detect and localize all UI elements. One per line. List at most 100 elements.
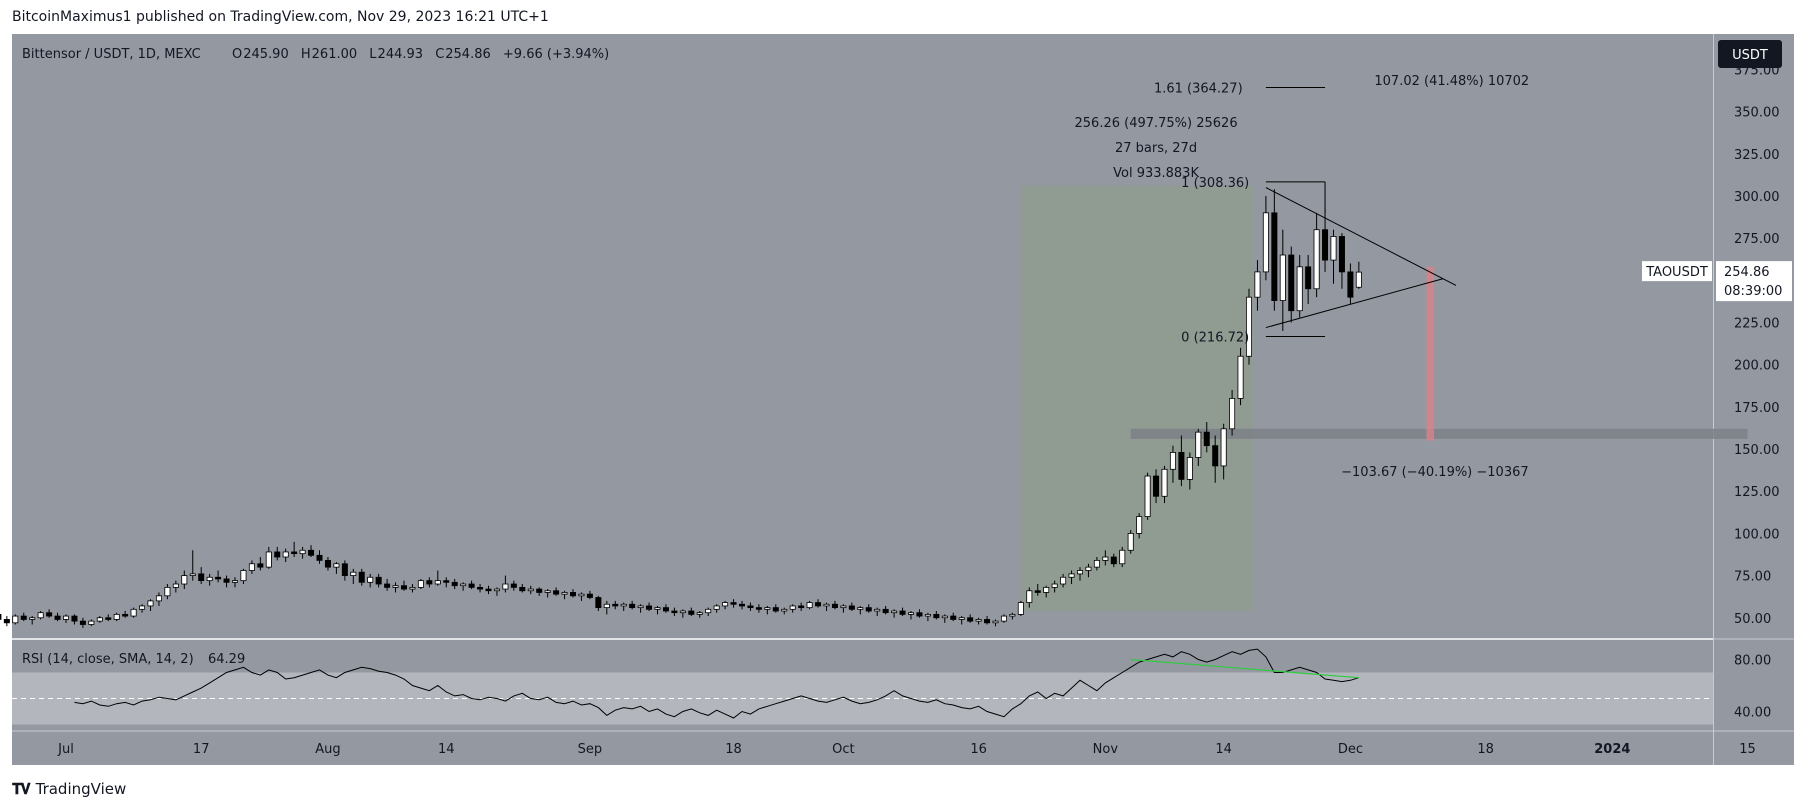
candle-body <box>63 615 70 620</box>
candle-body <box>688 610 695 615</box>
candle-body <box>646 605 653 610</box>
candle-body <box>941 615 948 619</box>
candle-body <box>324 559 331 568</box>
candle-body <box>806 602 813 609</box>
time-tick-label: 2024 <box>1594 742 1630 757</box>
candle-body <box>426 580 433 585</box>
candle-body <box>417 580 424 588</box>
candle-body <box>1229 398 1236 430</box>
candle-body <box>1305 266 1312 290</box>
candle-body <box>181 575 188 585</box>
legend-open: 245.90 <box>243 47 289 62</box>
candle-body <box>223 578 230 583</box>
candle-body <box>1220 428 1227 467</box>
price-chart[interactable]: 375.00350.00325.00300.00275.00250.00225.… <box>0 0 1807 775</box>
candle-body <box>485 588 492 592</box>
candle-body <box>493 588 500 592</box>
price-tick-label: 325.00 <box>1734 148 1780 163</box>
candle-body <box>400 585 407 590</box>
candle-body <box>1102 556 1109 561</box>
candle-body <box>1068 573 1075 578</box>
symbol-tag-bg <box>1642 261 1712 282</box>
candle-body <box>781 608 788 612</box>
candle-body <box>739 603 746 607</box>
triangle-upper-line <box>1265 187 1457 286</box>
price-tick-label: 225.00 <box>1734 317 1780 332</box>
candle-body <box>595 597 602 609</box>
countdown-label: 08:39:00 <box>1724 284 1782 299</box>
price-axis-bg <box>1714 34 1794 765</box>
time-tick-label: Sep <box>578 742 603 757</box>
symbol-tag: TAOUSDT <box>1645 265 1708 280</box>
candle-body <box>1246 296 1253 357</box>
candle-body <box>1288 254 1295 312</box>
price-pane-bg <box>12 34 1713 638</box>
currency-button-bg[interactable] <box>1718 40 1782 68</box>
legend-open-label: O <box>232 47 242 62</box>
candle-body <box>409 586 416 590</box>
candle-body <box>333 563 340 568</box>
time-tick-label: 15 <box>1739 742 1756 757</box>
candle-body <box>460 583 467 587</box>
candle-body <box>933 613 940 619</box>
candle-body <box>1169 452 1176 470</box>
candle-body <box>1203 431 1210 447</box>
candle-body <box>848 605 855 610</box>
candle-body <box>570 592 577 597</box>
candle-body <box>96 617 103 622</box>
candle-body <box>629 603 636 609</box>
candle-body <box>612 603 619 607</box>
candle-body <box>1017 602 1024 615</box>
candle-body <box>1034 590 1041 593</box>
candle-body <box>1127 532 1134 551</box>
candle-body <box>248 563 255 571</box>
candle-body <box>1119 549 1126 565</box>
candle-body <box>384 583 391 588</box>
candle-body <box>274 551 281 558</box>
candle-body <box>1279 254 1286 301</box>
range-vol-label: Vol 933.883K <box>1113 166 1199 181</box>
candle-body <box>3 619 10 624</box>
candle-body <box>206 576 213 582</box>
footer-brand[interactable]: 𝐓𝐕 TradingView <box>12 780 126 798</box>
candle-body <box>1178 452 1185 480</box>
candle-body <box>764 607 771 610</box>
time-tick-label: 14 <box>1215 742 1232 757</box>
candle-body <box>367 576 374 583</box>
price-tick-label: 100.00 <box>1734 527 1780 542</box>
candle-body <box>1110 556 1117 565</box>
candle-body <box>1338 236 1345 273</box>
candle-body <box>1000 615 1007 622</box>
candle-body <box>857 607 864 610</box>
candle-body <box>823 603 830 607</box>
candle-body <box>510 583 517 588</box>
candle-body <box>130 608 137 617</box>
triangle-lower-line <box>1265 278 1444 329</box>
candle-body <box>1136 516 1143 534</box>
candle-body <box>1144 475 1151 517</box>
candle-body <box>713 605 720 610</box>
candle-body <box>747 605 754 609</box>
fib-1-label: 1 (308.36) <box>1181 176 1249 191</box>
candle-body <box>1322 229 1329 261</box>
candle-body <box>637 605 644 609</box>
candle-body <box>291 551 298 555</box>
currency-button[interactable]: USDT <box>1732 48 1768 63</box>
candle-body <box>899 610 906 615</box>
candle-body <box>916 612 923 617</box>
candle-body <box>519 586 526 592</box>
candle-body <box>975 619 982 622</box>
candle-body <box>536 588 543 593</box>
candle-body <box>705 608 712 614</box>
price-tick-label: 300.00 <box>1734 190 1780 205</box>
legend-title: Bittensor / USDT, 1D, MEXC <box>22 47 201 62</box>
candle-body <box>451 581 458 587</box>
candle-body <box>20 615 27 620</box>
candle-body <box>620 603 627 607</box>
rsi-legend: RSI (14, close, SMA, 14, 2) <box>22 652 194 667</box>
candle-body <box>1009 613 1016 617</box>
fib-0-label: 0 (216.72) <box>1181 330 1249 345</box>
candle-body <box>265 551 272 568</box>
candle-body <box>1271 212 1278 301</box>
candle-body <box>950 615 957 620</box>
